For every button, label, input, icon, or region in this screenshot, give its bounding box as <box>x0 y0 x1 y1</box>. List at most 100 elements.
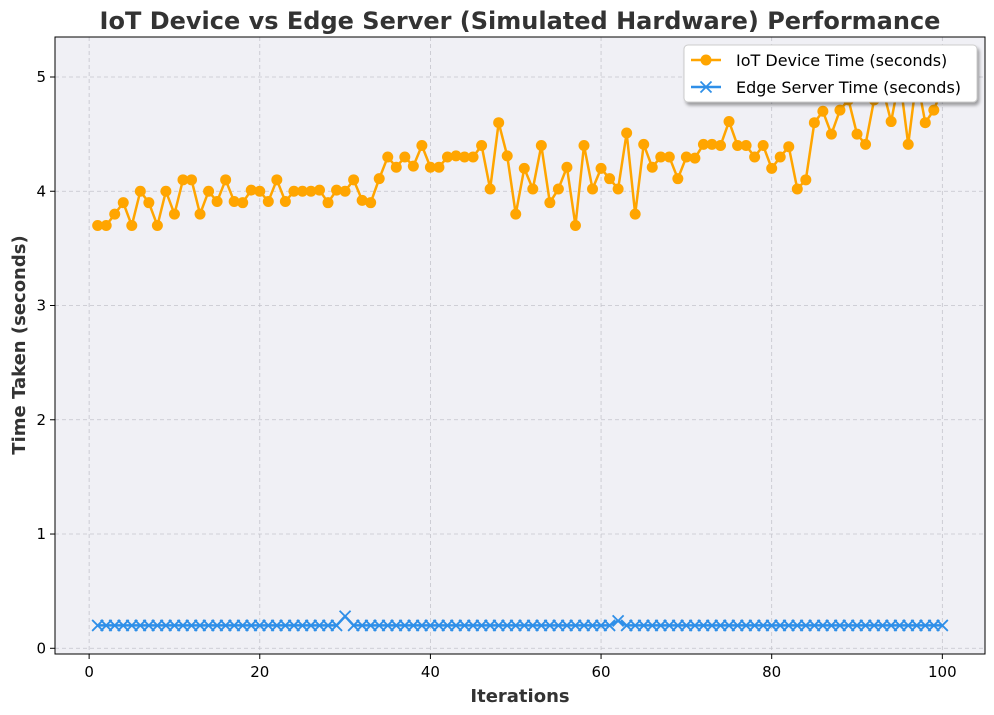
y-tick-label: 1 <box>36 525 46 543</box>
data-point <box>611 614 625 628</box>
data-point <box>569 220 581 232</box>
x-tick-label: 60 <box>592 663 611 681</box>
data-point <box>245 184 257 196</box>
data-point <box>638 138 650 150</box>
data-point <box>305 185 317 197</box>
x-tick-label: 100 <box>928 663 957 681</box>
data-point <box>151 220 163 232</box>
data-point <box>621 127 633 139</box>
data-point <box>860 138 872 150</box>
data-point <box>382 151 394 163</box>
data-point <box>732 140 744 152</box>
data-point <box>109 208 121 220</box>
data-point <box>271 174 283 186</box>
data-point <box>186 174 198 186</box>
series-edge-server <box>91 610 949 632</box>
data-point <box>228 196 240 208</box>
data-point <box>467 151 479 163</box>
x-tick-label: 0 <box>84 663 94 681</box>
data-point <box>416 140 428 152</box>
data-point <box>331 184 343 196</box>
data-point <box>450 150 462 162</box>
data-point <box>211 196 223 208</box>
data-point <box>774 151 786 163</box>
data-point <box>535 140 547 152</box>
data-point <box>663 151 675 163</box>
legend-box <box>683 44 978 103</box>
data-point <box>587 183 599 195</box>
data-point <box>322 197 334 209</box>
data-point <box>825 128 837 140</box>
data-point <box>126 220 138 232</box>
data-point <box>373 173 385 185</box>
series-layer <box>91 71 949 632</box>
data-point <box>356 194 368 206</box>
data-point <box>544 197 556 209</box>
data-point <box>493 117 505 129</box>
data-point <box>160 185 172 197</box>
data-point <box>194 208 206 220</box>
data-point <box>749 151 761 163</box>
data-point <box>697 138 709 150</box>
y-tick-label: 4 <box>36 182 46 200</box>
data-point <box>561 161 573 173</box>
data-point <box>168 208 180 220</box>
data-point <box>262 196 274 208</box>
data-point <box>800 174 812 186</box>
data-point <box>254 185 266 197</box>
data-point <box>365 197 377 209</box>
data-point <box>399 151 411 163</box>
legend: IoT Device Time (seconds) Edge Server Ti… <box>683 44 978 103</box>
data-point <box>237 197 249 209</box>
data-point <box>348 174 360 186</box>
data-point <box>279 196 291 208</box>
data-point <box>407 160 419 172</box>
data-point <box>390 161 402 173</box>
data-point <box>834 104 846 116</box>
data-point <box>484 183 496 195</box>
data-point <box>143 197 155 209</box>
data-point <box>817 105 829 117</box>
data-point <box>424 161 436 173</box>
data-point <box>919 117 931 129</box>
legend-item-edge: Edge Server Time (seconds) <box>691 78 961 97</box>
grid-lines <box>55 37 985 654</box>
data-point <box>723 116 735 128</box>
data-point <box>92 220 104 232</box>
y-axis-label: Time Taken (seconds) <box>9 235 30 454</box>
legend-label: Edge Server Time (seconds) <box>736 78 961 97</box>
data-point <box>655 151 667 163</box>
data-point <box>433 161 445 173</box>
data-point <box>510 208 522 220</box>
data-point <box>518 162 530 174</box>
data-point <box>527 183 539 195</box>
data-point <box>604 173 616 185</box>
data-point <box>296 185 308 197</box>
data-point <box>441 151 453 163</box>
data-point <box>936 619 949 632</box>
data-point <box>552 183 564 195</box>
data-point <box>177 174 189 186</box>
data-point <box>595 162 607 174</box>
data-point <box>689 152 701 164</box>
data-point <box>100 220 112 232</box>
x-tick-label: 20 <box>250 663 269 681</box>
x-axis-label: Iterations <box>470 686 569 707</box>
chart-title: IoT Device vs Edge Server (Simulated Har… <box>100 7 941 35</box>
data-point <box>117 197 129 209</box>
data-point <box>313 184 325 196</box>
x-tick-label: 40 <box>421 663 440 681</box>
data-point <box>288 185 300 197</box>
data-point <box>629 208 641 220</box>
legend-marker <box>699 80 713 94</box>
data-point <box>612 183 624 195</box>
data-point <box>203 185 215 197</box>
data-point <box>680 151 692 163</box>
plot-background <box>55 37 985 654</box>
data-point <box>928 104 940 116</box>
data-point <box>885 116 897 128</box>
data-point <box>783 141 795 153</box>
data-point <box>501 150 513 162</box>
